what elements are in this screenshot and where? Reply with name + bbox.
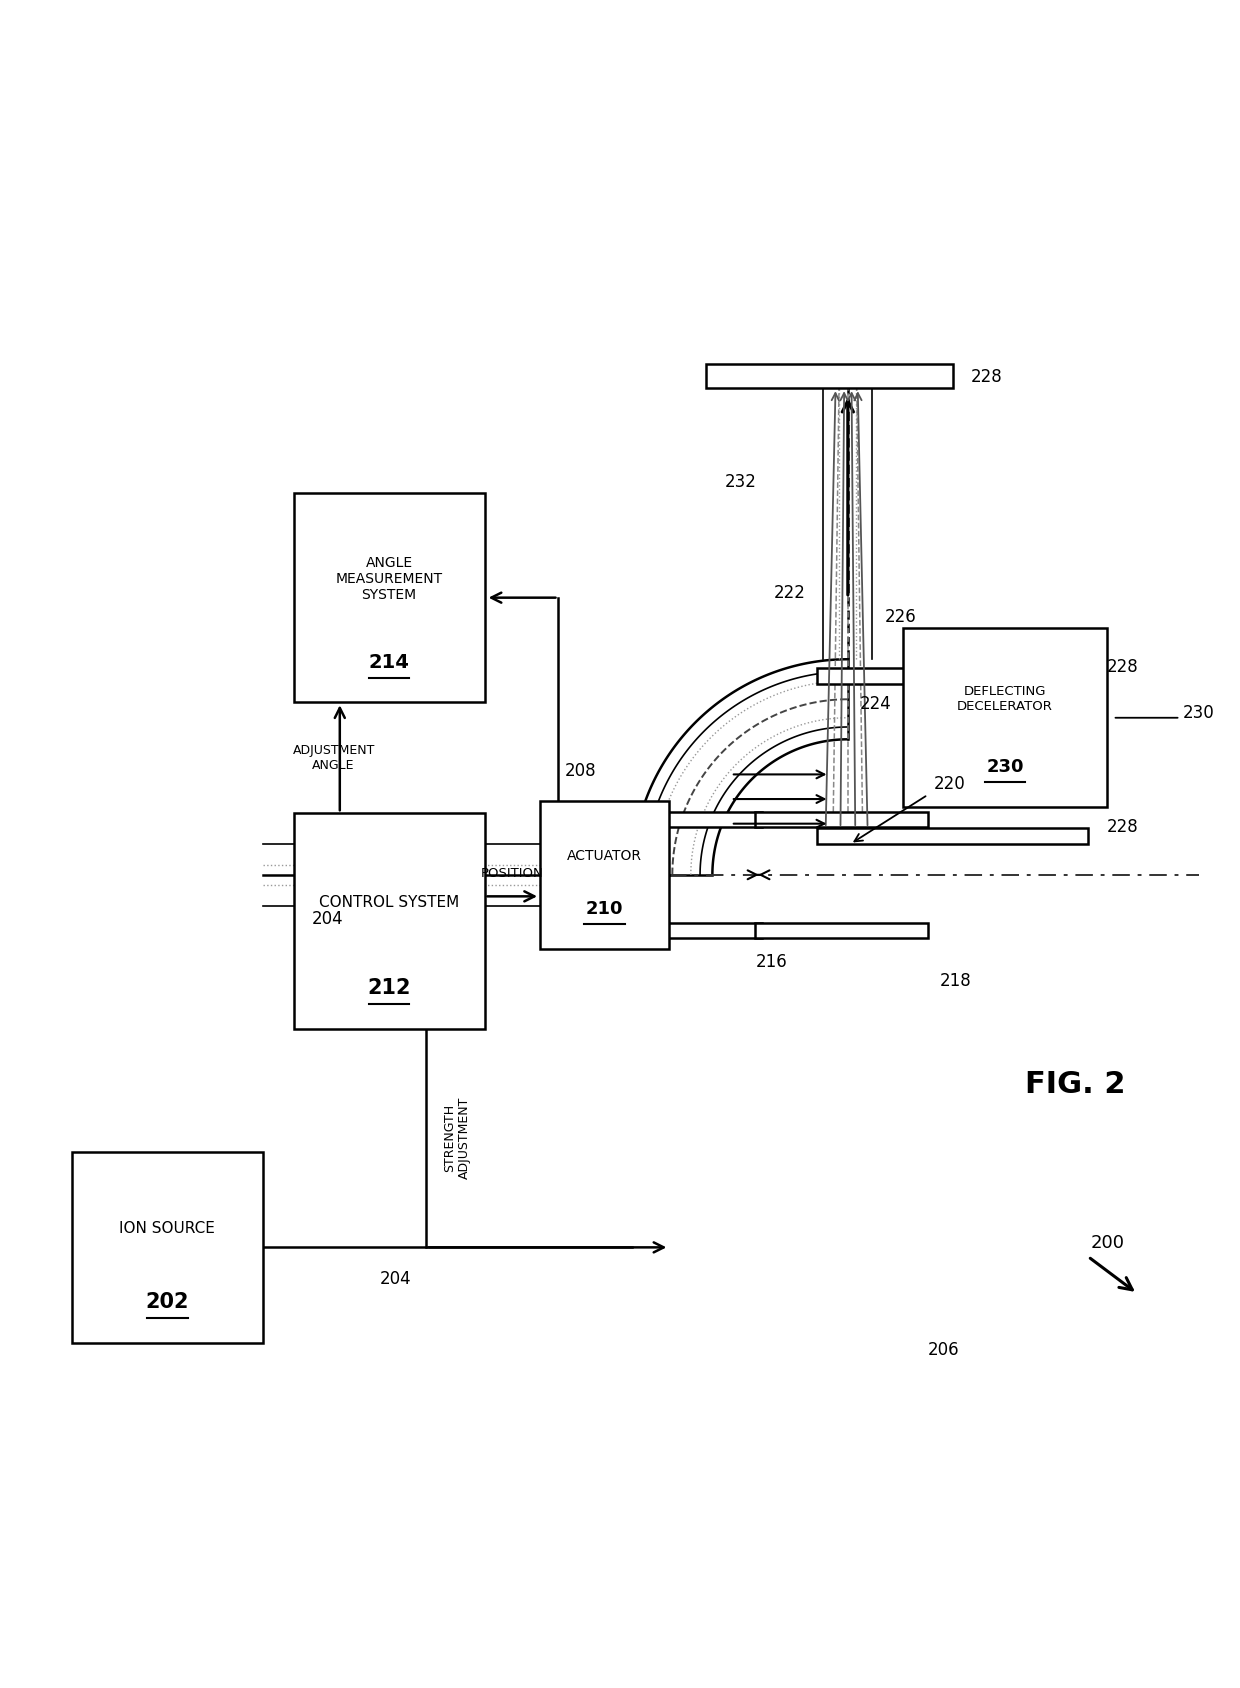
Text: 212: 212 — [367, 977, 410, 998]
FancyBboxPatch shape — [707, 363, 952, 388]
Text: 226: 226 — [885, 608, 916, 626]
FancyBboxPatch shape — [817, 829, 1087, 844]
FancyBboxPatch shape — [539, 800, 670, 949]
Text: 228: 228 — [1106, 658, 1138, 675]
FancyBboxPatch shape — [72, 1151, 263, 1344]
Text: 232: 232 — [724, 473, 756, 491]
Text: 202: 202 — [145, 1291, 190, 1312]
Text: 222: 222 — [774, 584, 806, 601]
Text: 228: 228 — [1106, 817, 1138, 836]
Text: 204: 204 — [312, 910, 343, 928]
Text: 216: 216 — [755, 954, 787, 971]
Text: 210: 210 — [585, 900, 624, 918]
Text: ACTUATOR: ACTUATOR — [567, 849, 642, 863]
Text: 218: 218 — [940, 972, 972, 989]
Text: ION SOURCE: ION SOURCE — [119, 1222, 216, 1236]
Text: 224: 224 — [861, 694, 892, 712]
Text: FIG. 2: FIG. 2 — [1025, 1070, 1126, 1099]
Text: 230: 230 — [986, 758, 1024, 776]
Text: CONTROL SYSTEM: CONTROL SYSTEM — [319, 895, 459, 910]
FancyBboxPatch shape — [589, 923, 761, 937]
FancyBboxPatch shape — [817, 668, 1087, 684]
Text: 200: 200 — [1090, 1234, 1125, 1252]
Text: DEFLECTING
DECELERATOR: DEFLECTING DECELERATOR — [957, 685, 1053, 714]
Text: STRENGTH
ADJUSTMENT: STRENGTH ADJUSTMENT — [443, 1097, 471, 1180]
Text: POSITION: POSITION — [481, 868, 543, 881]
Text: 208: 208 — [564, 763, 596, 780]
FancyBboxPatch shape — [755, 923, 928, 937]
Text: 228: 228 — [971, 368, 1003, 387]
Text: 220: 220 — [934, 775, 966, 793]
Text: 230: 230 — [1183, 704, 1215, 722]
FancyBboxPatch shape — [755, 812, 928, 827]
Text: ANGLE
MEASUREMENT
SYSTEM: ANGLE MEASUREMENT SYSTEM — [336, 555, 443, 603]
FancyBboxPatch shape — [294, 493, 485, 702]
Text: ADJUSTMENT
ANGLE: ADJUSTMENT ANGLE — [293, 744, 374, 771]
FancyBboxPatch shape — [903, 628, 1106, 807]
FancyBboxPatch shape — [589, 812, 761, 827]
Text: 204: 204 — [379, 1271, 412, 1288]
Text: 214: 214 — [368, 653, 409, 672]
Text: 206: 206 — [928, 1342, 960, 1359]
FancyBboxPatch shape — [294, 814, 485, 1028]
